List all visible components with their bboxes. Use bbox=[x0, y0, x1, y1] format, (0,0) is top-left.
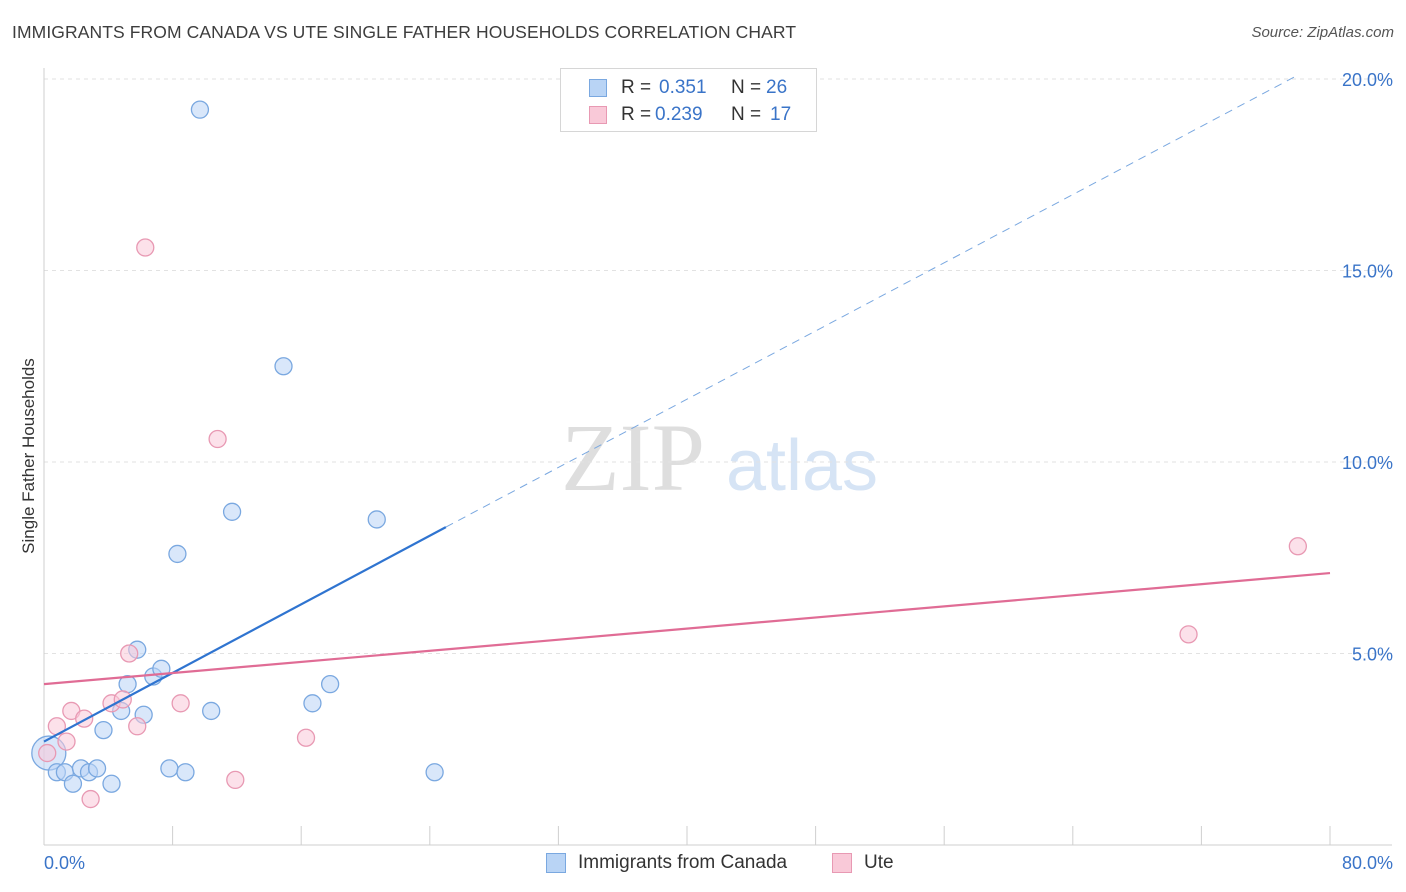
y-tick-label: 10.0% bbox=[1342, 453, 1393, 473]
canada-point bbox=[222, 502, 242, 521]
canada-point bbox=[176, 763, 195, 782]
x-tick-label: 80.0% bbox=[1342, 853, 1393, 873]
canada-point bbox=[202, 701, 221, 721]
chart-title: IMMIGRANTS FROM CANADA VS UTE SINGLE FAT… bbox=[12, 22, 797, 42]
ute-point bbox=[296, 728, 316, 747]
x-tick-label: 0.0% bbox=[44, 853, 85, 873]
ute-point bbox=[1179, 625, 1198, 644]
legend-n-key: N = bbox=[731, 77, 762, 98]
ute-point bbox=[120, 644, 139, 663]
y-tick-label: 20.0% bbox=[1342, 70, 1393, 90]
ute-point bbox=[226, 770, 245, 790]
stats-legend: R = 0.351 N = 26 R = 0.239 N = 17 bbox=[560, 68, 817, 132]
legend-r-value: 0.239 bbox=[655, 104, 703, 125]
tick-labels: 5.0% 10.0% 15.0% 20.0% 0.0% 80.0% bbox=[44, 70, 1393, 873]
ute-point bbox=[1288, 537, 1307, 556]
bottom-legend-label-canada: Immigrants from Canada bbox=[578, 852, 788, 873]
canada-point bbox=[160, 759, 179, 778]
watermark-atlas: atlas bbox=[726, 426, 878, 506]
canada-point bbox=[425, 763, 444, 782]
canada-point bbox=[102, 774, 121, 793]
trend-lines bbox=[43, 74, 1331, 743]
ute-point bbox=[57, 732, 76, 751]
ute-trend-line bbox=[43, 571, 1331, 686]
bottom-legend-swatch-ute bbox=[832, 853, 852, 873]
legend-r-value: 0.351 bbox=[659, 77, 707, 98]
legend-n-value: 17 bbox=[770, 104, 792, 125]
bottom-legend-label-ute: Ute bbox=[864, 852, 894, 873]
ute-point bbox=[38, 743, 57, 763]
y-axis-label: Single Father Households bbox=[19, 358, 38, 554]
ute-point bbox=[128, 717, 147, 736]
legend-swatch-ute bbox=[589, 106, 607, 124]
canada-trend-line bbox=[43, 526, 447, 743]
bottom-legend-swatch-canada bbox=[546, 853, 566, 873]
canada-trend-extension bbox=[445, 74, 1299, 528]
canada-point bbox=[168, 544, 187, 564]
source-credit: Source: ZipAtlas.com bbox=[1251, 24, 1394, 41]
canada-point bbox=[367, 510, 386, 529]
canada-point bbox=[190, 100, 210, 119]
y-tick-label: 5.0% bbox=[1352, 645, 1393, 665]
y-tick-label: 15.0% bbox=[1342, 262, 1393, 282]
legend-r-key: R = bbox=[621, 104, 652, 125]
canada-point bbox=[320, 674, 340, 694]
ute-point bbox=[171, 694, 190, 713]
canada-point bbox=[94, 720, 113, 740]
legend-swatch-canada bbox=[589, 79, 607, 97]
canada-point bbox=[63, 774, 83, 793]
axes bbox=[43, 68, 1392, 846]
canada-point bbox=[274, 357, 293, 376]
legend-n-value: 26 bbox=[766, 77, 788, 98]
grid-lines bbox=[44, 78, 1392, 654]
ute-point bbox=[136, 238, 155, 257]
ute-point bbox=[81, 789, 100, 809]
watermark-zip: ZIP bbox=[561, 404, 705, 511]
legend-n-key: N = bbox=[731, 104, 762, 125]
canada-point bbox=[87, 759, 107, 778]
canada-point bbox=[303, 694, 322, 713]
legend-r-key: R = bbox=[621, 77, 652, 98]
watermark: ZIP atlas bbox=[561, 404, 878, 511]
ute-point bbox=[208, 429, 227, 449]
